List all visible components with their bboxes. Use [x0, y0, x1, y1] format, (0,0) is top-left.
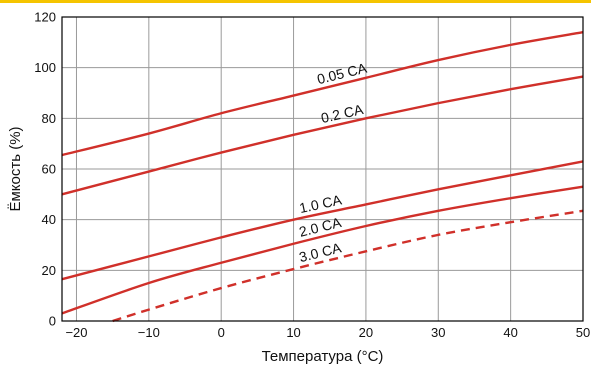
grid	[62, 16, 584, 322]
y-tick-label: 20	[42, 263, 56, 278]
plot-frame	[61, 16, 584, 322]
series-label: 1.0 CA	[298, 191, 344, 216]
series-lines	[61, 31, 584, 323]
y-tick-label: 40	[42, 212, 56, 227]
y-axis-title: Ёмкость (%)	[7, 126, 24, 211]
top-accent-rule	[0, 0, 591, 3]
x-tick-label: 30	[431, 325, 445, 340]
x-tick-label: 50	[576, 325, 590, 340]
series-line-0-2-CA	[61, 75, 584, 196]
series-line-2-0-CA	[61, 185, 584, 315]
x-axis-title: Температура (°C)	[262, 348, 384, 365]
y-tick-label: 0	[49, 314, 56, 329]
series-line-3-0-CA	[112, 209, 584, 323]
y-tick-label: 80	[42, 111, 56, 126]
series-label: 0.2 CA	[319, 101, 365, 126]
series-line-1-0-CA	[61, 160, 584, 281]
x-tick-label: −10	[138, 325, 160, 340]
y-tick-label: 60	[42, 162, 56, 177]
tick-labels: −20 −10 0 10 20 30 40 50 0 20 40 60 80 100 120	[34, 10, 590, 341]
x-tick-label: 40	[503, 325, 517, 340]
series-line-0-05-CA	[61, 31, 584, 157]
x-tick-label: 0	[218, 325, 225, 340]
x-tick-label: −20	[65, 325, 87, 340]
x-tick-label: 10	[286, 325, 300, 340]
y-tick-label: 100	[34, 60, 56, 75]
x-tick-label: 20	[359, 325, 373, 340]
y-tick-label: 120	[34, 10, 56, 25]
